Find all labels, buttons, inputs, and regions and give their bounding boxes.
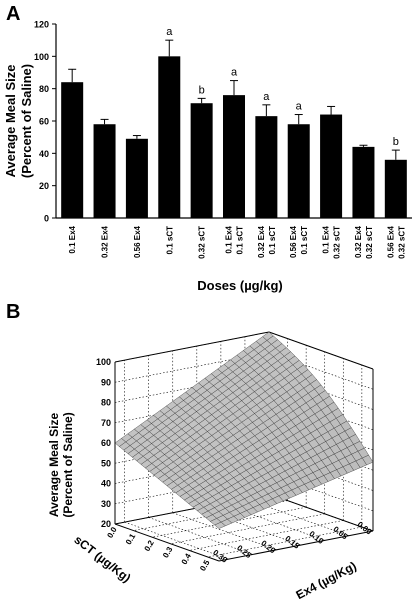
panel-a-x-tick-label: 0.1 sCT [300,226,309,255]
panel-b-surface-patch [214,521,226,529]
panel-a-significance-label: b [199,84,205,96]
panel-a-significance-label: a [231,67,238,79]
panel-a-x-tick-label: 0.56 Ex4 [386,225,395,258]
panel-a-x-tick-label: 0.1 sCT [236,226,245,255]
panel-a-x-tick-label: 0.1 sCT [268,226,277,255]
panel-b-grid-line [172,512,277,551]
panel-a-x-tick-label: 0.32 sCT [198,226,207,259]
panel-b-ex4-tick-label: 0.2 [143,538,157,553]
panel-b-box-edge [268,331,374,370]
panel-b-ex4-tick-label: 0.1 [124,532,138,547]
panel-b-box-edge [114,331,270,363]
panel-b-box-edge [218,530,374,562]
panel-a-x-tick-labels: 0.1 Ex4 0.32 Ex4 0.56 Ex4 0.1 sCT 0.32 sCT 0.… [68,225,406,258]
panel-a-y-tick-label: 40 [39,149,49,159]
panel-a-x-tick-label: 0.32 Ex4 [257,225,266,258]
panel-b-z-tick-label: 80 [101,398,111,408]
panel-a-bar [61,82,84,218]
panel-a-y-tick-label: 20 [39,181,49,191]
panel-b-z-tick-label: 20 [101,519,111,529]
panel-b-grid-line [170,513,325,545]
panel-a-significance-label: a [166,26,173,38]
panel-a-bar [222,95,246,218]
panel-a-x-tick-label: 0.32 Ex4 [101,225,110,258]
panel-a-x-tick-label: 0.1 Ex4 [322,225,331,253]
panel-b-z-label-line2: (Percent of Saline) [61,412,75,517]
panel-b-grid-line [207,526,362,558]
panel-a-x-tick-label: 0.1 Ex4 [68,225,77,253]
panel-a-bar [93,124,116,218]
panel-b-z-tick-label: 90 [101,377,111,387]
panel-b-z-tick-label: 70 [101,418,111,428]
panel-b-grid-line [148,517,253,555]
panel-a-y-tick-label: 80 [39,84,49,94]
panel-a-y-tick-label: 120 [34,20,49,30]
panel-a-bar [287,124,310,218]
panel-b-z-tick-label: 50 [101,458,111,468]
panel-a-significance-label: b [393,136,399,148]
panel-b-z-label-line1: Average Meal Size [47,413,61,518]
panel-a-x-tick-label: 0.1 sCT [165,226,174,255]
panel-a-x-tick-label: 0.32 sCT [333,226,342,259]
panel-a-y-tick-label: 60 [39,117,49,127]
panel-b-sct-tick-label: 0.30 [211,548,229,565]
panel-b-z-tick-label: 60 [101,438,111,448]
panel-b-ex4-tick-label: 0.3 [161,545,175,560]
panel-a-x-label: Doses (µg/kg) [197,278,283,293]
panel-a-x-tick-label: 0.1 Ex4 [225,225,234,253]
panel-a-bars: a b a a a b [61,26,407,219]
panel-a-bar-chart: A 0 20 40 60 80 100 120 a b a a a b 0.1 Ex4 0.32 Ex4… [3,3,412,293]
panel-a-bar [125,138,148,218]
panel-a-y-label-line1: Average Meal Size [3,65,18,178]
panel-a-bar [320,114,343,218]
panel-a-x-tick-label: 0.32 sCT [397,226,406,259]
panel-a-bar [255,116,278,218]
panel-b-surface-plot: B 20304050607080901000.000.050.100.150.2… [6,301,374,599]
panel-b-ex4-tick-label: 0.4 [180,551,194,566]
panel-b-z-tick-label: 30 [101,499,111,509]
panel-a-y-tick-label: 100 [34,52,49,62]
panel-a-bar [384,159,407,218]
panel-b-z-tick-label: 40 [101,479,111,489]
panel-a-x-tick-label: 0.56 Ex4 [289,225,298,258]
panel-a-significance-label: a [296,101,303,113]
panel-a-y-label-line2: (Percent of Saline) [19,64,34,178]
panel-a-bar [352,146,375,218]
panel-b-box-edge [114,523,220,562]
panel-b-ex4-axis-label: Ex4 (µg/Kg) [294,559,359,599]
panel-b-grid-line [189,520,344,551]
panel-a-x-tick-label: 0.32 Ex4 [354,225,363,258]
panel-b-z-tick-label: 100 [96,357,111,367]
panel-a-y-tick-label: 0 [44,214,49,224]
panel-b-grid-line [124,521,229,560]
panel-b-label: B [6,301,20,323]
panel-a-bar [158,56,181,219]
panel-a-bar [190,103,213,218]
panel-b-ex4-tick-label: 0.5 [198,558,212,573]
panel-b-box-edge [268,493,374,532]
panel-a-x-tick-label: 0.32 sCT [365,226,374,259]
panel-a-label: A [6,3,20,25]
panel-a-x-tick-label: 0.56 Ex4 [133,225,142,258]
panel-b-surface [114,331,374,529]
panel-a-significance-label: a [263,91,270,103]
